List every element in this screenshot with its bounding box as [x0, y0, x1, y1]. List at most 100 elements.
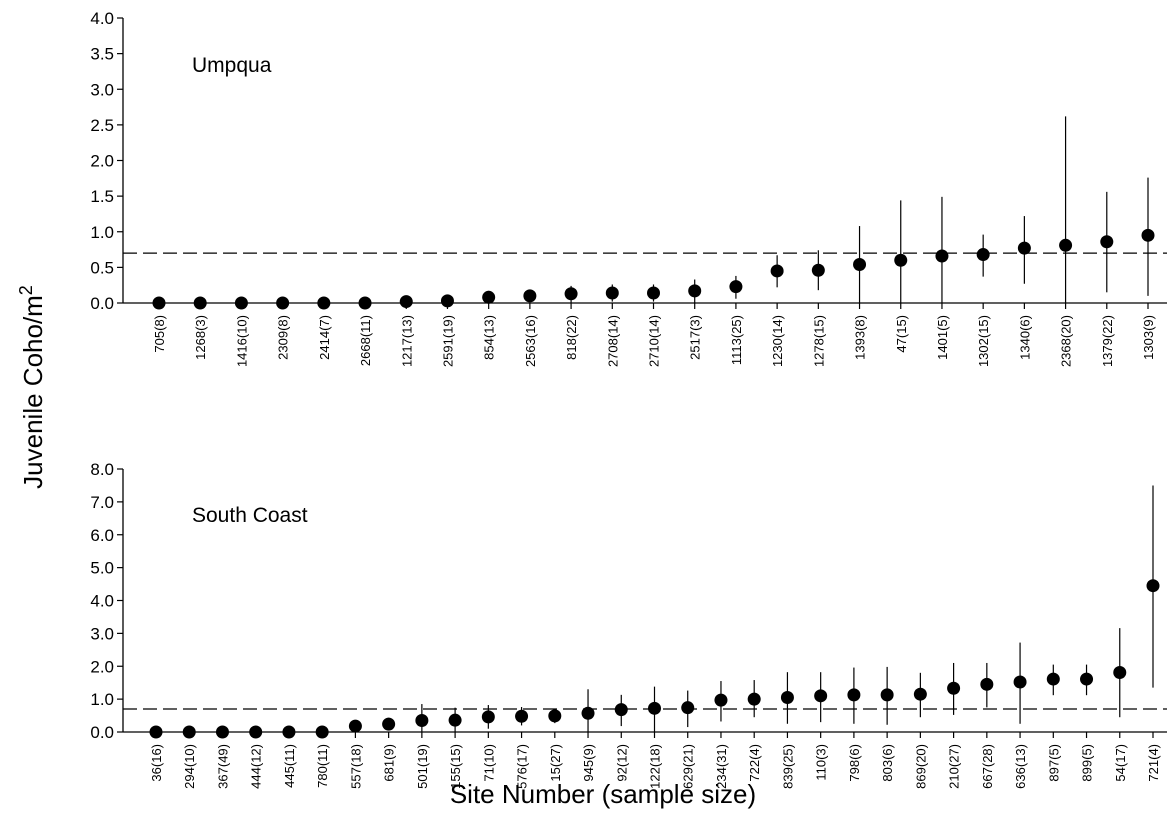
- x-tick-label: 92(12): [614, 744, 629, 782]
- x-tick-label: 1379(22): [1100, 315, 1115, 367]
- data-point: [564, 287, 578, 301]
- data-point: [149, 725, 163, 739]
- data-point: [415, 713, 429, 727]
- data-point: [747, 692, 761, 706]
- data-point: [482, 290, 496, 304]
- data-point: [182, 725, 196, 739]
- x-tick-label: 2309(8): [276, 315, 291, 360]
- y-tick-label: 4.0: [90, 592, 114, 611]
- x-tick-label: 1393(8): [853, 315, 868, 360]
- data-point: [440, 294, 454, 308]
- data-point: [1100, 235, 1114, 249]
- y-tick-label: 3.0: [90, 80, 114, 99]
- data-point: [276, 296, 290, 310]
- x-tick-label: 2563(16): [523, 315, 538, 367]
- data-point: [714, 693, 728, 707]
- y-tick-label: 1.5: [90, 187, 114, 206]
- x-tick-label: 2710(14): [647, 315, 662, 367]
- x-tick-label: 1401(5): [935, 315, 950, 360]
- data-point: [935, 249, 949, 263]
- data-point: [947, 681, 961, 695]
- x-tick-label: 1416(10): [234, 315, 249, 367]
- data-point: [814, 689, 828, 703]
- data-point: [382, 717, 396, 731]
- x-tick-label: 294(10): [182, 744, 197, 789]
- data-point: [358, 296, 372, 310]
- x-tick-label: 945(9): [581, 744, 596, 782]
- y-tick-label: 2.5: [90, 116, 114, 135]
- data-point: [249, 725, 263, 739]
- x-tick-label: 445(11): [282, 744, 297, 788]
- x-tick-label: 681(9): [382, 744, 397, 782]
- data-point: [688, 284, 702, 298]
- panel-label: South Coast: [192, 504, 308, 527]
- y-tick-label: 7.0: [90, 493, 114, 512]
- y-tick-label: 1.0: [90, 690, 114, 709]
- data-point: [1013, 675, 1027, 689]
- y-axis-title-superscript: 2: [16, 285, 36, 295]
- data-point: [1113, 665, 1127, 679]
- data-point: [282, 725, 296, 739]
- data-point: [980, 677, 994, 691]
- data-point: [152, 296, 166, 310]
- data-point: [1080, 672, 1094, 686]
- data-point: [976, 248, 990, 262]
- x-tick-label: 839(25): [780, 744, 795, 789]
- x-tick-label: 636(13): [1013, 744, 1028, 789]
- data-point: [1046, 672, 1060, 686]
- data-point: [481, 710, 495, 724]
- y-tick-label: 5.0: [90, 559, 114, 578]
- y-tick-label: 2.0: [90, 152, 114, 171]
- y-tick-label: 0.0: [90, 294, 114, 313]
- y-tick-label: 3.0: [90, 624, 114, 643]
- south-coast-panel: 0.0 1.0 2.0 3.0 4.0 5.0 6.0 7.0 8.0 South Coast 36…: [90, 460, 1167, 789]
- x-tick-label: 803(6): [880, 744, 895, 782]
- data-point: [1059, 238, 1073, 252]
- x-tick-label: 899(5): [1080, 744, 1095, 782]
- data-point: [847, 688, 861, 702]
- data-point: [317, 296, 331, 310]
- data-point: [647, 286, 660, 300]
- x-tick-label: 71(10): [481, 744, 496, 782]
- x-tick-label: 557(18): [348, 744, 363, 789]
- y-axis-title-main: Juvenile Coho/m: [18, 295, 48, 489]
- data-point: [913, 687, 927, 701]
- x-tick-label: 36(16): [149, 744, 164, 782]
- x-tick-label: 798(6): [847, 744, 862, 782]
- y-tick-label: 8.0: [90, 460, 114, 479]
- x-tick-label: 1303(9): [1141, 315, 1156, 360]
- y-tick-label: 1.0: [90, 223, 114, 242]
- x-tick-label: 2708(14): [605, 315, 620, 367]
- x-tick-label: 367(49): [215, 744, 230, 789]
- x-tick-label: 1268(3): [193, 315, 208, 360]
- x-tick-label: 721(4): [1146, 744, 1161, 782]
- data-point: [399, 295, 413, 309]
- data-point: [581, 706, 595, 720]
- x-tick-label: 234(31): [714, 744, 729, 789]
- umpqua-panel: 0.0 0.5 1.0 1.5 2.0 2.5 3.0 3.5 4.0 Umpqua 705(8) 1…: [90, 9, 1167, 367]
- data-point: [780, 690, 794, 704]
- data-point: [880, 688, 894, 702]
- data-point: [614, 703, 628, 717]
- data-point: [770, 264, 784, 278]
- data-point: [729, 280, 743, 294]
- x-tick-label: 1217(13): [399, 315, 414, 367]
- data-point: [315, 725, 329, 739]
- x-tick-label: 155(15): [448, 744, 463, 789]
- data-point: [234, 296, 248, 310]
- x-tick-label: 15(27): [548, 744, 563, 782]
- x-tick-label: 2368(20): [1059, 315, 1074, 367]
- data-point: [215, 725, 229, 739]
- x-tick-label: 2668(11): [358, 315, 373, 366]
- data-point: [515, 709, 529, 723]
- x-tick-label: 2414(7): [317, 315, 332, 360]
- data-point: [523, 289, 537, 303]
- x-tick-label: 629(21): [681, 744, 696, 789]
- x-tick-label: 897(5): [1046, 744, 1061, 782]
- y-tick-label: 0.0: [90, 723, 114, 742]
- x-tick-label: 780(11): [315, 744, 330, 788]
- x-tick-label: 722(4): [747, 744, 762, 782]
- x-tick-label: 501(19): [415, 744, 430, 789]
- x-tick-label: 854(13): [482, 315, 497, 360]
